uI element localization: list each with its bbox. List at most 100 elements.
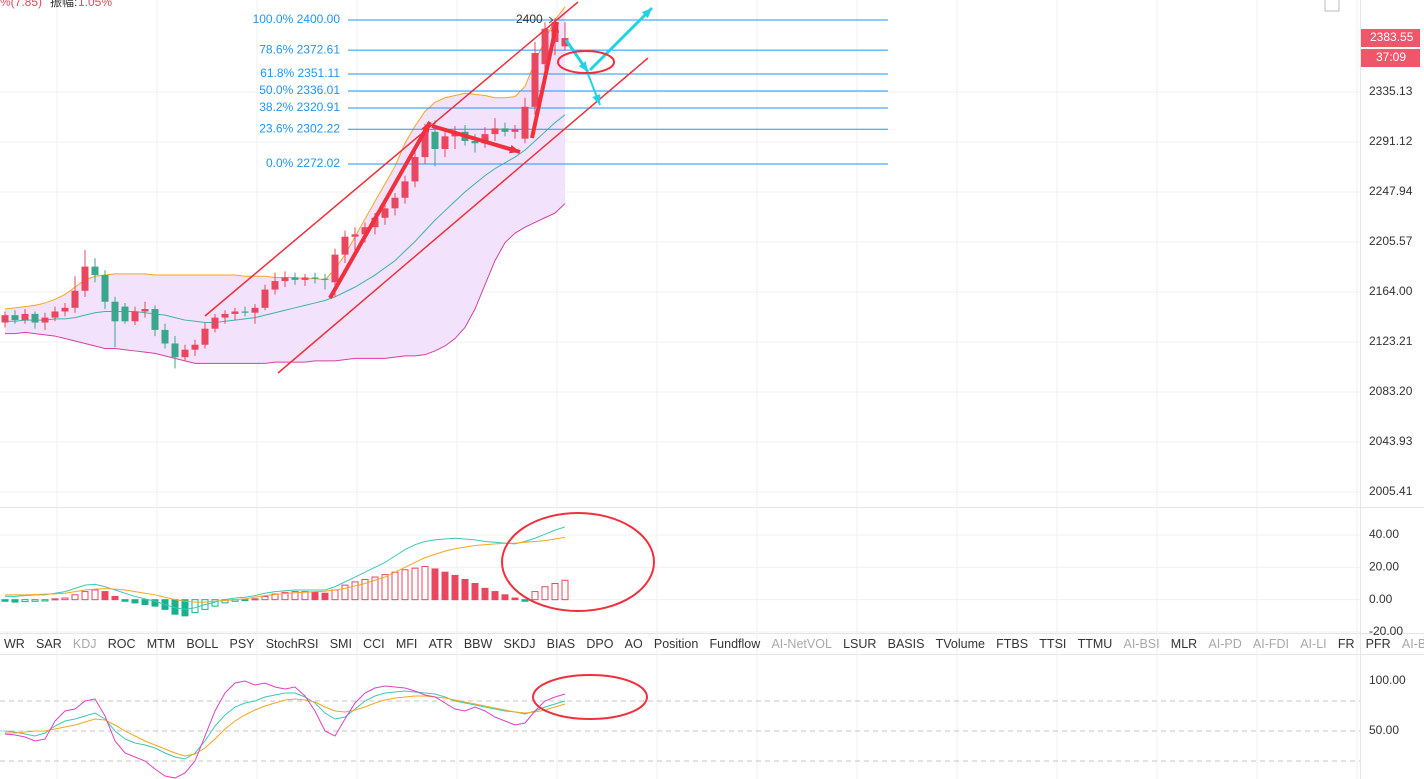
candle-body xyxy=(201,328,209,345)
candle-body xyxy=(421,131,429,158)
histogram-bar xyxy=(11,599,19,603)
indicator-tab[interactable]: AO xyxy=(624,637,643,651)
indicator-tab[interactable]: ROC xyxy=(107,637,136,651)
histogram-bar xyxy=(181,599,189,617)
annotation-arrow xyxy=(328,121,432,299)
arrow-head xyxy=(421,122,430,133)
y-tick-label: 2335.13 xyxy=(1369,84,1413,98)
histogram-bar xyxy=(81,591,89,601)
indicator-tab[interactable]: BBW xyxy=(463,637,493,651)
indicator-tab[interactable]: AI-BST xyxy=(1401,637,1424,651)
annotation-arrow xyxy=(530,21,559,139)
indicator-tab[interactable]: StochRSI xyxy=(265,637,319,651)
indicator-tab[interactable]: SMI xyxy=(329,637,352,651)
histogram-bar xyxy=(381,574,389,601)
indicator-tab[interactable]: MFI xyxy=(395,637,418,651)
annotation-arrow xyxy=(588,6,654,72)
candle-body xyxy=(381,208,389,218)
indicator-tab[interactable]: AI-LI xyxy=(1300,637,1327,651)
y-tick-label: 2291.12 xyxy=(1369,134,1413,148)
indicator-tab[interactable]: SKDJ xyxy=(503,637,536,651)
candle-body xyxy=(51,311,59,318)
indicator-tab[interactable]: BIAS xyxy=(546,637,576,651)
fib-label: 78.6% 2372.61 xyxy=(259,42,340,56)
indicator-line xyxy=(5,536,566,603)
indicator-tab[interactable]: TVolume xyxy=(935,637,985,651)
arrow-head xyxy=(509,145,520,154)
histogram-bar xyxy=(141,599,149,606)
fib-label: 100.0% 2400.00 xyxy=(253,12,341,26)
arrow-head xyxy=(550,22,560,33)
histogram-bar xyxy=(561,579,569,601)
candle-body xyxy=(391,197,399,209)
histogram-bar xyxy=(541,586,549,601)
indicator-tab[interactable]: DPO xyxy=(586,637,614,651)
indicator-tab[interactable]: BOLL xyxy=(186,637,219,651)
indicator-tab[interactable]: Fundflow xyxy=(709,637,761,651)
candle-body xyxy=(21,313,29,321)
indicator-tab[interactable]: MTM xyxy=(146,637,176,651)
indicator-tab[interactable]: TTMU xyxy=(1077,637,1113,651)
candle-body xyxy=(191,344,199,350)
indicator-tab[interactable]: AI-PD xyxy=(1208,637,1242,651)
candle-body xyxy=(81,266,89,291)
indicator-tab[interactable]: CCI xyxy=(363,637,385,651)
amplitude-label: 振幅: xyxy=(50,0,77,9)
indicator-line xyxy=(5,695,566,757)
histogram-bar xyxy=(551,582,559,601)
candle-body xyxy=(301,277,309,280)
histogram-bar xyxy=(491,591,499,601)
candle-body xyxy=(321,278,329,280)
y-tick-label: 2123.21 xyxy=(1369,334,1413,348)
band-middle-line xyxy=(5,114,566,324)
indicator-tab[interactable]: AI-NetVOL xyxy=(771,637,832,651)
histogram-bar xyxy=(71,594,79,601)
candle-body xyxy=(141,309,149,312)
histogram-bar xyxy=(331,589,339,601)
histogram-bar xyxy=(101,591,109,601)
corner-icon[interactable] xyxy=(1324,0,1340,12)
candle-body xyxy=(481,134,489,144)
candle-body xyxy=(521,106,529,139)
indicator-tab[interactable]: PFR xyxy=(1365,637,1391,651)
indicator-tab[interactable]: MLR xyxy=(1170,637,1198,651)
histogram-bar xyxy=(121,599,129,602)
indicator-tab[interactable]: AI-BSI xyxy=(1123,637,1160,651)
candle-body xyxy=(311,277,319,279)
indicator-tab[interactable]: Position xyxy=(653,637,699,651)
histogram-bar xyxy=(281,591,289,601)
indicator-tab[interactable]: WR xyxy=(4,637,25,651)
histogram-bar xyxy=(451,574,459,601)
indicator-tab[interactable]: BASIS xyxy=(887,637,925,651)
indicator-tab[interactable]: SAR xyxy=(36,637,62,651)
indicator-tab[interactable]: TTSI xyxy=(1039,637,1067,651)
indicator-tab[interactable]: PSY xyxy=(229,637,255,651)
peak-marker xyxy=(548,16,554,24)
y-tick-label: 2164.00 xyxy=(1369,284,1413,298)
indicator-tab[interactable]: LSUR xyxy=(843,637,877,651)
histogram-bar xyxy=(421,566,429,601)
countdown-label: 37:09 xyxy=(1376,50,1406,64)
histogram-bar xyxy=(321,592,329,601)
indicator-tab[interactable]: ATR xyxy=(428,637,453,651)
histogram-bar xyxy=(131,599,139,604)
histogram-bar xyxy=(61,597,69,601)
candle-body xyxy=(561,38,569,47)
histogram-bar xyxy=(291,591,299,601)
indicator-tab[interactable]: FR xyxy=(1337,637,1355,651)
indicator-line xyxy=(4,690,566,760)
y-tick-label: 2005.41 xyxy=(1369,484,1413,498)
last-price-label: 2383.55 xyxy=(1370,30,1414,44)
histogram-bar xyxy=(111,595,119,601)
indicator-tab[interactable]: KDJ xyxy=(72,637,97,651)
indicator-tab[interactable]: FTBS xyxy=(996,637,1029,651)
histogram-bar xyxy=(301,591,309,601)
indicator-tab[interactable]: AI-FDI xyxy=(1252,637,1290,651)
histogram-bar xyxy=(401,569,409,601)
histogram-bar xyxy=(351,581,359,601)
histogram-bar xyxy=(51,598,59,601)
candle-body xyxy=(31,313,39,323)
candle-body xyxy=(541,28,549,65)
histogram-bar xyxy=(261,595,269,601)
